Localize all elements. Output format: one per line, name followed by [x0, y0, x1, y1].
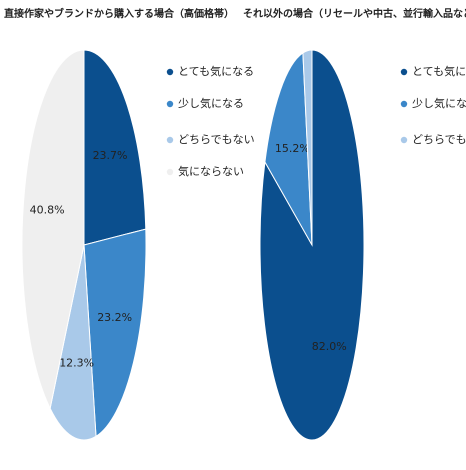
legend-marker	[166, 100, 174, 108]
legend-label: とても気になる	[178, 64, 254, 78]
legend-marker	[400, 100, 408, 108]
legend-label: 気にならない	[178, 164, 244, 178]
legend-label: どちらでもない	[178, 133, 255, 146]
data-label: 40.8%	[30, 204, 65, 217]
data-label: 23.7%	[93, 149, 128, 162]
chart-title: 直接作家やブランドから購入する場合（高価格帯）	[4, 7, 234, 20]
legend-label: どちらでもない	[412, 133, 466, 146]
data-label: 82.0%	[312, 340, 347, 353]
chart-title: それ以外の場合（リセールや中古、並行輸入品など）（高価格帯）	[243, 7, 466, 20]
legend-marker	[400, 68, 408, 76]
pie-slice	[83, 228, 147, 438]
pie-slice	[21, 49, 85, 410]
data-label: 12.3%	[59, 357, 94, 370]
data-label: 23.2%	[97, 311, 132, 324]
pie-slice	[264, 52, 313, 246]
legend-marker	[166, 136, 174, 144]
pie-slice	[302, 49, 313, 246]
legend-label: 少し気になる	[412, 96, 466, 110]
legend-marker	[166, 168, 174, 176]
legend-label: 少し気になる	[178, 96, 244, 110]
pie-slice	[83, 49, 147, 246]
legend-marker	[166, 68, 174, 76]
pie-slice	[49, 244, 97, 441]
legend-label: とても気になる	[412, 64, 466, 78]
data-label: 15.2%	[275, 142, 310, 155]
legend-marker	[400, 136, 408, 144]
